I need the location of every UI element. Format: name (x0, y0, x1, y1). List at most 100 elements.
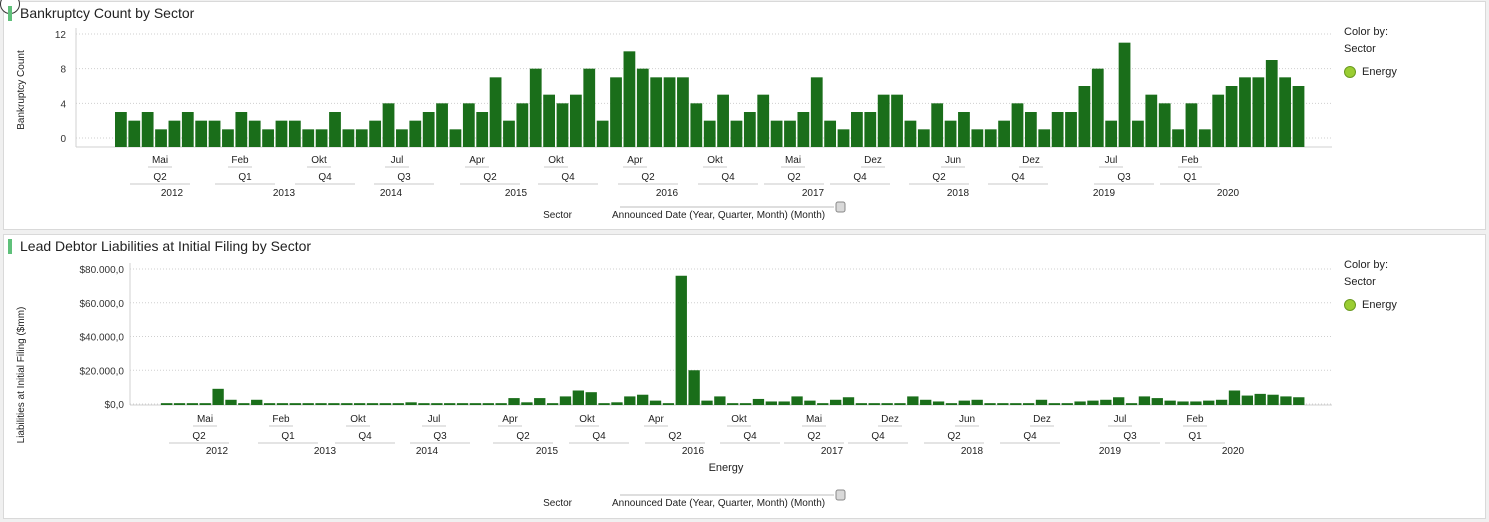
bar (1010, 403, 1022, 405)
bar (1279, 77, 1292, 147)
bar (355, 129, 368, 147)
x-month-label: Feb (1181, 155, 1199, 166)
bar (717, 94, 729, 147)
bar (276, 403, 289, 405)
bar (1265, 60, 1278, 147)
legend-item-label: Energy (1362, 66, 1397, 78)
bar (701, 400, 713, 405)
bar (569, 94, 582, 147)
chart-title: Lead Debtor Liabilities at Initial Filin… (8, 239, 311, 254)
bar (1087, 400, 1099, 405)
x-month-label: Apr (469, 155, 485, 166)
x-month-label: Apr (502, 414, 518, 425)
bar (186, 403, 199, 405)
bar (529, 68, 542, 147)
x-quarter-label: Q4 (358, 431, 372, 442)
bar (770, 120, 783, 147)
x-quarter-label: Q3 (1117, 172, 1131, 183)
bar (920, 399, 932, 405)
x-month-label: Jun (945, 155, 961, 166)
legend-item-energy[interactable]: Energy (1344, 66, 1397, 78)
bar (784, 120, 796, 147)
bar (302, 403, 314, 405)
hierarchy-slider-handle-icon[interactable] (835, 201, 846, 213)
x-quarter-label: Q2 (641, 172, 655, 183)
bar (931, 103, 944, 147)
bar (998, 120, 1010, 147)
x-month-label: Dez (881, 414, 899, 425)
x-axis-label: Energy (709, 462, 744, 474)
bankruptcy-count-panel: Bankruptcy Count by Sector Color by: Sec… (0, 0, 1486, 230)
x-month-label: Dez (864, 155, 882, 166)
bar (222, 129, 234, 147)
bar (1177, 401, 1189, 405)
bar (1151, 398, 1163, 405)
x-quarter-label: Q2 (516, 431, 530, 442)
x-year-label: 2014 (380, 188, 403, 199)
legend-item-energy[interactable]: Energy (1344, 299, 1397, 311)
x-quarter-label: Q4 (592, 431, 606, 442)
bar (703, 120, 716, 147)
bar (489, 77, 502, 147)
x-month-label: Okt (707, 155, 723, 166)
x-year-label: 2019 (1093, 188, 1116, 199)
x-quarter-label: Q4 (318, 172, 332, 183)
bar (958, 112, 970, 147)
x-quarter-label: Q2 (787, 172, 801, 183)
bar (727, 403, 739, 405)
bar (1038, 129, 1051, 147)
x-month-label: Mai (197, 414, 213, 425)
x-quarter-label: Q2 (932, 172, 946, 183)
footer-axis-description: Announced Date (Year, Quarter, Month) (M… (612, 498, 825, 509)
bar (173, 403, 186, 405)
bar (1252, 77, 1265, 147)
bar (392, 403, 404, 405)
bar (690, 103, 703, 147)
x-quarter-label: Q4 (1023, 431, 1037, 442)
x-quarter-label: Q1 (1188, 431, 1202, 442)
bar (482, 403, 494, 405)
bar (675, 275, 687, 405)
bar (585, 392, 597, 405)
x-quarter-label: Q2 (807, 431, 821, 442)
bar (778, 401, 790, 405)
bar (730, 120, 743, 147)
bar (904, 120, 917, 147)
bar (342, 129, 355, 147)
bar (810, 77, 823, 147)
bar (649, 400, 662, 405)
bar (248, 120, 261, 147)
bar (1035, 399, 1048, 405)
x-year-label: 2013 (314, 446, 337, 457)
bar (1212, 94, 1225, 147)
x-year-label: 2018 (961, 446, 984, 457)
x-month-label: Okt (311, 155, 327, 166)
x-month-label: Okt (548, 155, 564, 166)
x-month-label: Jul (428, 414, 441, 425)
x-month-label: Dez (1033, 414, 1051, 425)
bar (195, 120, 208, 147)
bar (436, 103, 448, 147)
bar (275, 120, 288, 147)
x-year-label: 2015 (505, 188, 528, 199)
y-tick-label: 4 (60, 99, 66, 110)
bar (817, 403, 829, 405)
y-tick-label: $60.000,0 (80, 299, 125, 310)
bar (877, 94, 890, 147)
bar (1239, 77, 1251, 147)
x-month-label: Mai (785, 155, 801, 166)
bar (864, 112, 877, 147)
footer-axis-description: Announced Date (Year, Quarter, Month) (M… (612, 210, 825, 221)
bar (881, 403, 893, 405)
hierarchy-slider-handle-icon[interactable] (835, 489, 846, 501)
bar (572, 390, 585, 405)
bar (804, 400, 816, 405)
bar (418, 403, 430, 405)
bar (868, 403, 880, 405)
bar (739, 403, 752, 405)
bar (1022, 403, 1035, 405)
bar (262, 129, 274, 147)
y-tick-label: $40.000,0 (80, 333, 125, 344)
bar (932, 401, 945, 405)
y-tick-label: $0,0 (105, 400, 125, 411)
